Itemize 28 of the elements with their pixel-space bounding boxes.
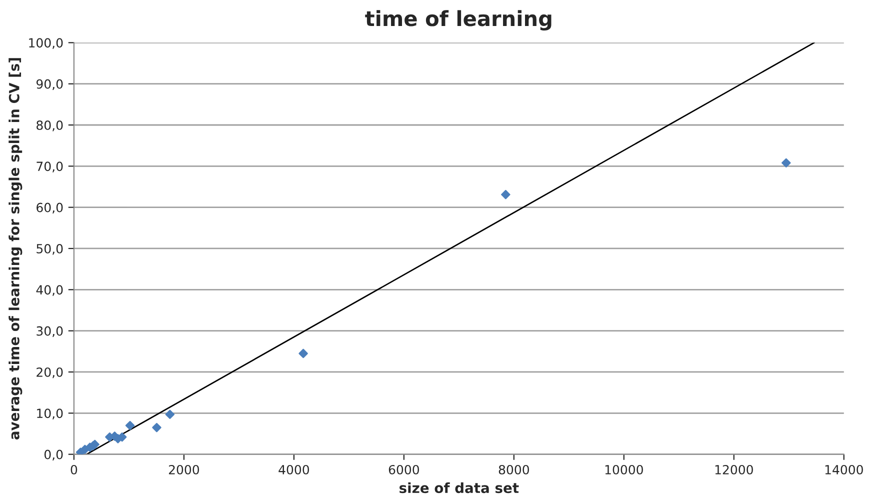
y-tick-label: 10,0	[37, 408, 63, 420]
y-tick-label: 80,0	[36, 120, 63, 132]
y-tick-label: 20,0	[36, 367, 63, 378]
x-tick-label: 0	[70, 464, 78, 474]
x-tick-label: 10000	[605, 464, 643, 474]
y-tick-label: 40,0	[36, 285, 63, 296]
point	[165, 410, 175, 420]
y-tick-label: 50,0	[36, 244, 63, 255]
y-axis-title: average time of learning for single split in CV [s]	[8, 58, 22, 440]
point	[125, 420, 135, 430]
x-tick-label: 14000	[825, 464, 863, 474]
y-tick-label: 30,0	[36, 326, 63, 338]
chart-title: time of learning	[365, 10, 552, 30]
x-axis-title: size of data set	[400, 482, 519, 494]
y-tick-label: 70,0	[36, 162, 63, 172]
y-tick-label: 0,0	[44, 450, 63, 461]
x-tick-label: 8000	[498, 464, 529, 474]
x-tick-label: 12000	[715, 464, 753, 474]
point	[782, 158, 791, 168]
y-tick-label: 90,0	[36, 79, 63, 90]
point	[298, 348, 308, 358]
x-tick-label: 2000	[168, 464, 200, 474]
y-tick-label: 100,0	[29, 38, 63, 49]
point	[501, 190, 510, 200]
y-tick-label: 60,0	[36, 202, 63, 214]
point	[152, 422, 162, 432]
x-tick-label: 6000	[388, 464, 420, 474]
x-tick-label: 4000	[278, 464, 310, 474]
